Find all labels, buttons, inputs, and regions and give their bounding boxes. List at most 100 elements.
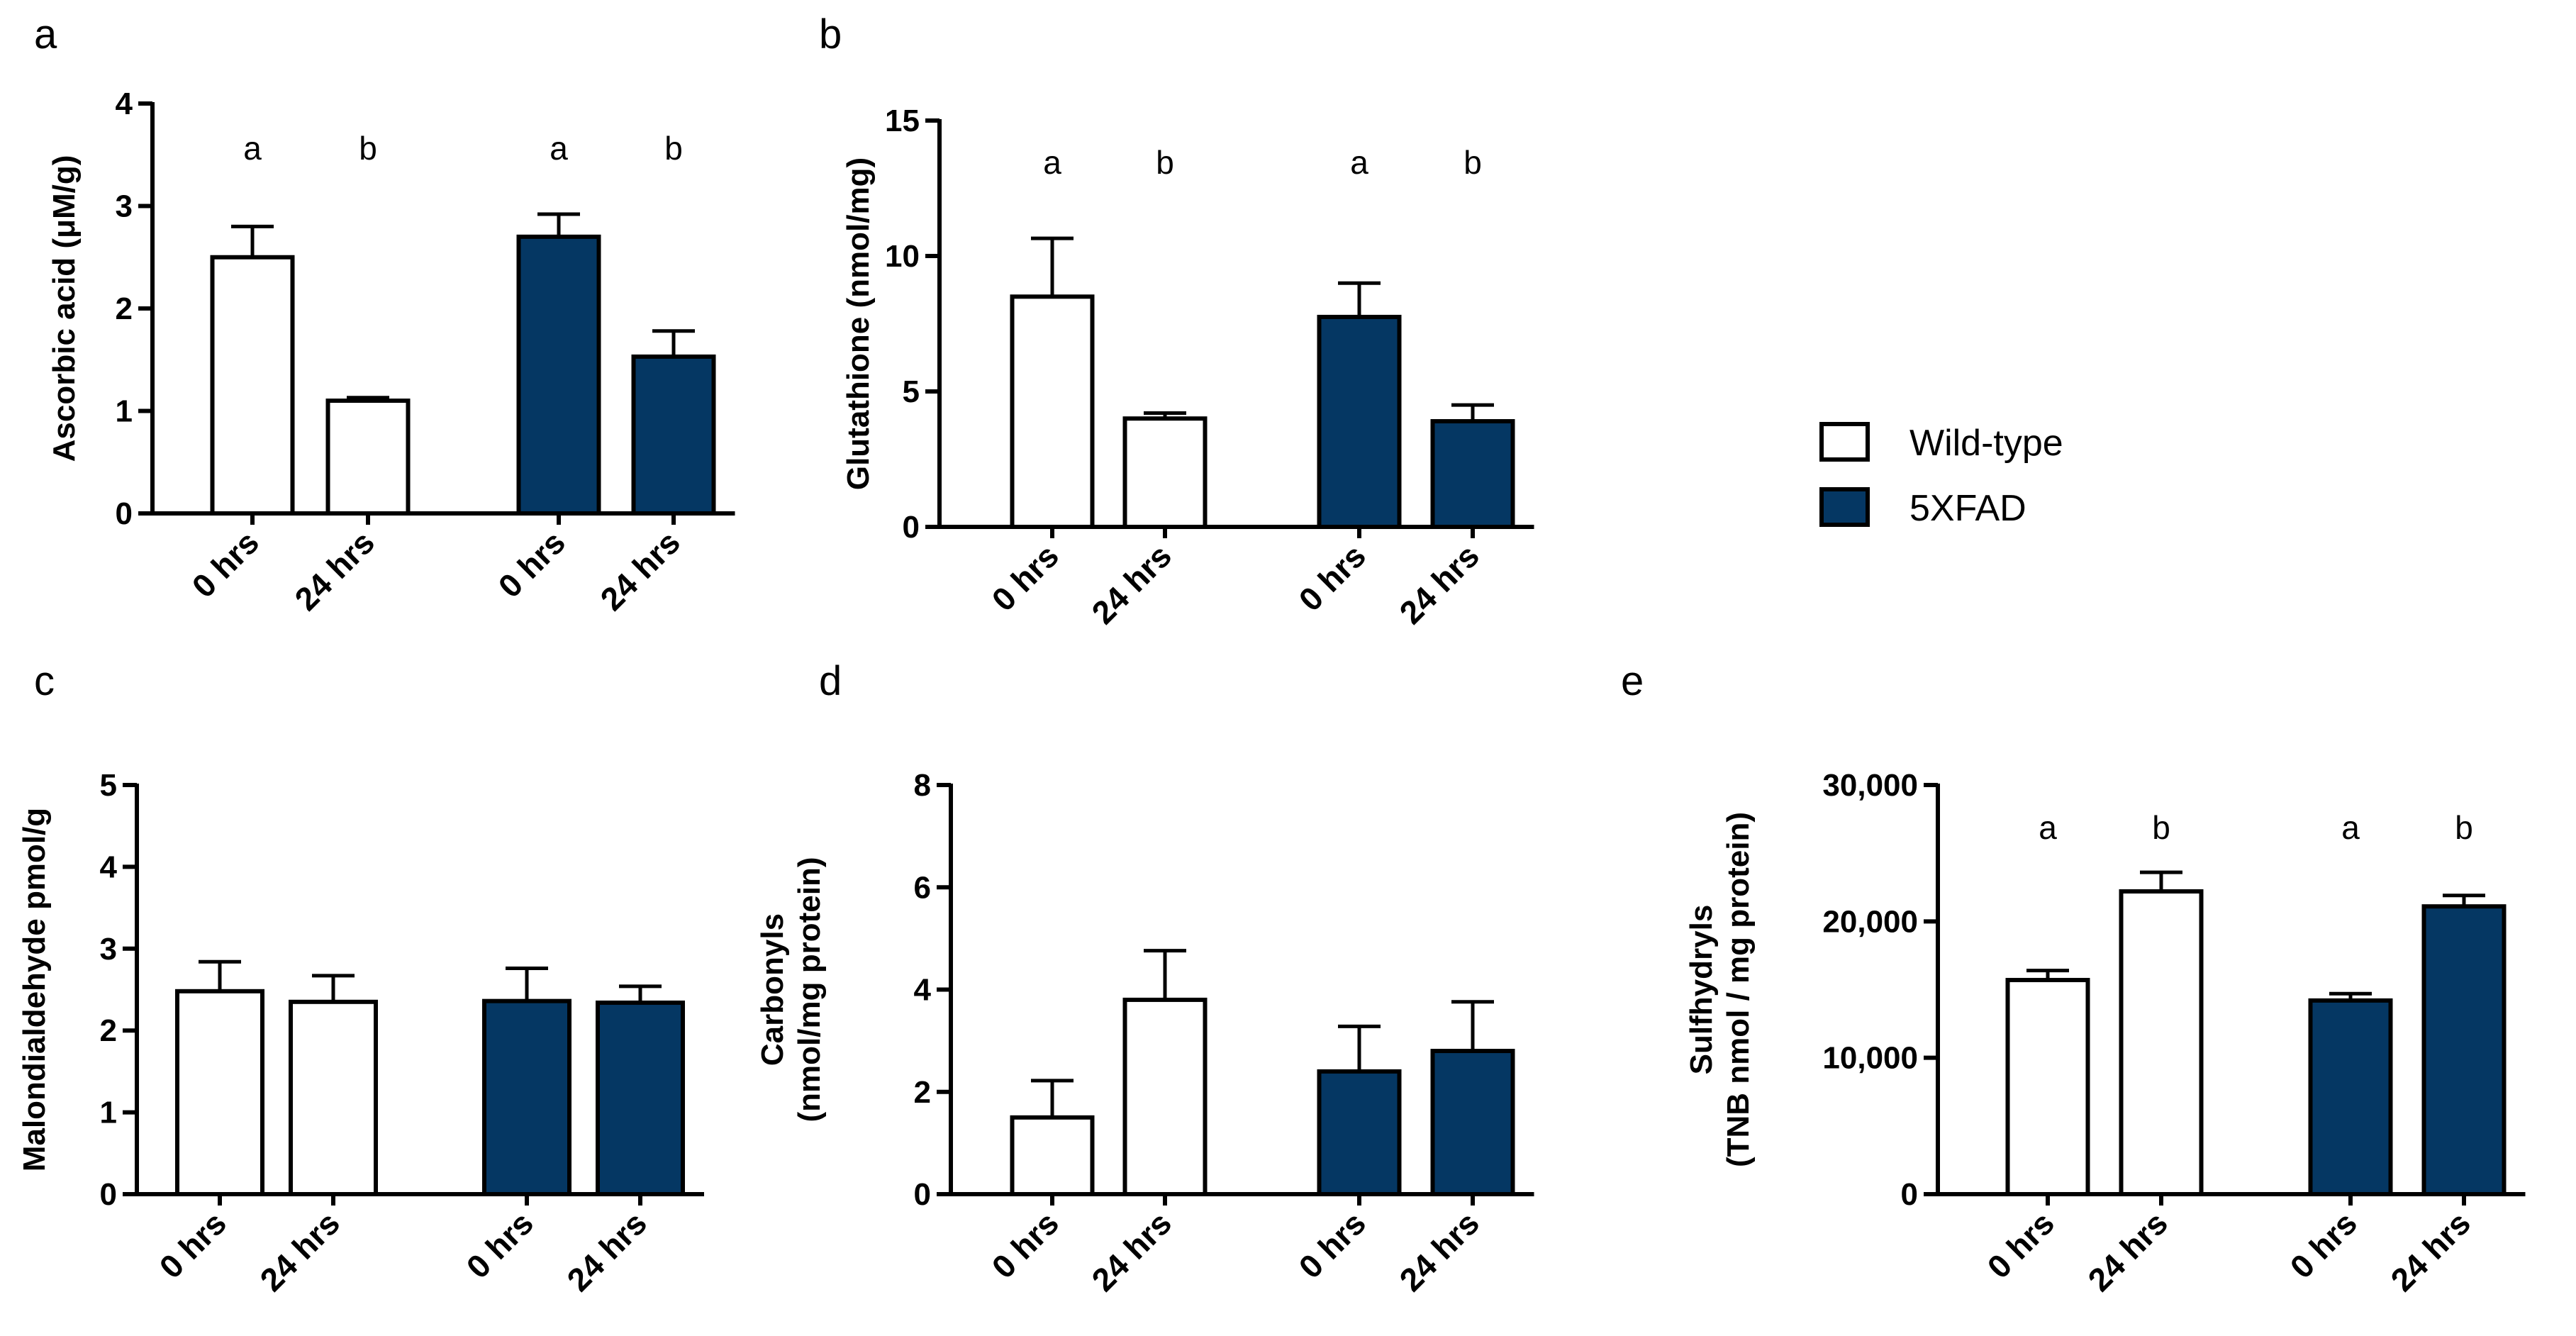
y-axis-label: Ascorbic acid (μM/g) xyxy=(47,155,82,462)
y-tick-label: 2 xyxy=(116,291,133,326)
x-tick-label: 24 hrs xyxy=(593,523,687,618)
y-tick-label: 10 xyxy=(885,239,920,274)
bar-wild-type xyxy=(2119,889,2204,1197)
bar-wild-type xyxy=(1122,416,1208,530)
panel-e: e 0 10,000 20,000 30,000 Sulfhydryls (TNB nmol… xyxy=(1621,658,2526,1298)
panel-a: a 0 1 2 3 4 Ascorbic acid (μM/g) 0 hrs a 24 hrs b 0… xyxy=(34,11,735,618)
y-tick-label: 3 xyxy=(100,932,117,967)
x-tick-label: 24 hrs xyxy=(287,523,381,618)
x-tick-label: 24 hrs xyxy=(1084,1204,1178,1298)
significance-letter: a xyxy=(1350,144,1368,181)
y-tick-label: 10,000 xyxy=(1822,1041,1918,1076)
panel-letter: c xyxy=(34,658,55,704)
significance-letter: a xyxy=(243,130,262,167)
legend-swatch-wild-type xyxy=(1819,422,1870,462)
y-tick-label: 15 xyxy=(885,104,920,138)
bar-wild-type xyxy=(1010,1115,1095,1196)
y-tick-label: 20,000 xyxy=(1822,904,1918,939)
significance-letter: a xyxy=(550,130,568,167)
y-axis-label: Sulfhydryls xyxy=(1684,905,1719,1075)
bar-5xfad xyxy=(631,354,716,516)
y-tick-label: 4 xyxy=(914,973,932,1008)
x-tick-label: 0 hrs xyxy=(1980,1204,2062,1286)
significance-letter: b xyxy=(1463,144,1482,181)
y-axis-label: (nmol/mg protein) xyxy=(792,857,827,1123)
bar-wild-type xyxy=(175,989,264,1196)
bar-wild-type xyxy=(1122,997,1208,1197)
bar-5xfad xyxy=(1430,419,1515,530)
bar-5xfad xyxy=(516,234,601,516)
x-tick-label: 0 hrs xyxy=(985,1204,1066,1286)
significance-letter: b xyxy=(2152,809,2170,846)
bar-5xfad xyxy=(2308,998,2393,1197)
x-tick-label: 0 hrs xyxy=(1292,537,1373,618)
x-tick-label: 0 hrs xyxy=(2283,1204,2365,1286)
y-axis-label: (TNB nmol / mg protein) xyxy=(1721,812,1756,1167)
bar-5xfad xyxy=(482,998,571,1196)
y-tick-label: 5 xyxy=(100,768,117,803)
y-tick-label: 8 xyxy=(914,768,931,803)
bar-5xfad xyxy=(596,1000,685,1196)
x-tick-label: 24 hrs xyxy=(1392,537,1486,631)
y-tick-label: 1 xyxy=(100,1096,117,1130)
significance-letter: b xyxy=(359,130,377,167)
significance-letter: b xyxy=(2455,809,2473,846)
x-tick-label: 0 hrs xyxy=(459,1204,541,1286)
legend: Wild-type 5XFAD xyxy=(1819,422,2063,529)
bar-wild-type xyxy=(325,399,411,516)
y-axis-label: Glutathione (nmol/mg) xyxy=(841,157,876,490)
y-axis-label: Malondialdehyde pmol/g xyxy=(17,808,52,1171)
panel-b: b 0 5 10 15 Glutathione (nmol/mg) 0 hrs a 24 hrs… xyxy=(819,11,1534,631)
panel-letter: e xyxy=(1621,658,1644,704)
bar-5xfad xyxy=(1317,1069,1402,1197)
chart-panels: a 0 1 2 3 4 Ascorbic acid (μM/g) 0 hrs a 24 hrs b 0… xyxy=(17,11,2526,1298)
panel-letter: d xyxy=(819,658,842,704)
significance-letter: a xyxy=(2039,809,2057,846)
x-tick-label: 0 hrs xyxy=(985,537,1066,618)
y-tick-label: 2 xyxy=(914,1075,931,1110)
y-tick-label: 0 xyxy=(100,1177,117,1212)
significance-letter: b xyxy=(1156,144,1174,181)
bar-wild-type xyxy=(210,255,295,516)
y-tick-label: 3 xyxy=(116,189,133,224)
significance-letter: b xyxy=(664,130,683,167)
x-tick-label: 24 hrs xyxy=(1084,537,1178,631)
significance-letter: a xyxy=(1043,144,1061,181)
x-tick-label: 0 hrs xyxy=(185,523,267,605)
x-tick-label: 24 hrs xyxy=(252,1204,347,1298)
y-tick-label: 0 xyxy=(914,1177,931,1212)
x-tick-label: 24 hrs xyxy=(1392,1204,1486,1298)
y-tick-label: 30,000 xyxy=(1822,768,1918,803)
x-tick-label: 24 hrs xyxy=(559,1204,654,1298)
bar-5xfad xyxy=(1430,1049,1515,1197)
panel-letter: b xyxy=(819,11,842,57)
bar-wild-type xyxy=(2005,978,2090,1196)
bar-wild-type xyxy=(289,999,378,1197)
y-tick-label: 0 xyxy=(116,496,133,531)
y-tick-label: 6 xyxy=(914,870,931,905)
y-tick-label: 4 xyxy=(116,87,133,121)
bar-wild-type xyxy=(1010,294,1095,529)
legend-label-wild-type: Wild-type xyxy=(1909,423,2063,464)
x-tick-label: 24 hrs xyxy=(2383,1204,2477,1298)
y-tick-label: 0 xyxy=(903,510,920,545)
panel-letter: a xyxy=(34,11,57,57)
legend-swatch-5xfad xyxy=(1819,487,1870,527)
x-tick-label: 0 hrs xyxy=(491,523,573,605)
x-tick-label: 0 hrs xyxy=(1292,1204,1373,1286)
y-tick-label: 2 xyxy=(100,1013,117,1048)
significance-letter: a xyxy=(2341,809,2360,846)
y-axis-label: Carbonyls xyxy=(755,913,790,1066)
y-tick-label: 5 xyxy=(903,374,920,409)
x-tick-label: 24 hrs xyxy=(2080,1204,2175,1298)
y-tick-label: 4 xyxy=(100,850,118,884)
bar-5xfad xyxy=(2421,904,2507,1196)
legend-label-5xfad: 5XFAD xyxy=(1909,488,2026,529)
y-tick-label: 1 xyxy=(116,394,133,429)
x-tick-label: 0 hrs xyxy=(152,1204,234,1286)
y-tick-label: 0 xyxy=(1901,1177,1918,1212)
bar-5xfad xyxy=(1317,314,1402,529)
